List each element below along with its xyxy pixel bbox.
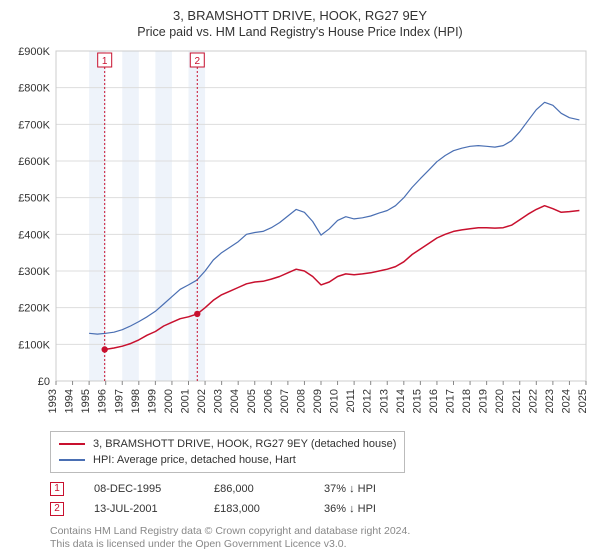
y-tick-label: £300K <box>18 266 50 278</box>
y-tick-label: £100K <box>18 339 50 351</box>
x-tick-label: 1999 <box>146 389 158 413</box>
x-tick-label: 2024 <box>560 389 572 413</box>
event-marker-badge-number: 1 <box>102 56 108 67</box>
event-delta: 36% ↓ HPI <box>324 499 414 519</box>
x-tick-label: 2013 <box>378 389 390 413</box>
event-delta: 37% ↓ HPI <box>324 479 414 499</box>
x-tick-label: 2019 <box>478 389 490 413</box>
x-tick-label: 2001 <box>180 389 192 413</box>
y-tick-label: £900K <box>18 46 50 58</box>
x-tick-label: 1998 <box>130 389 142 413</box>
x-tick-label: 2023 <box>544 389 556 413</box>
chart-container: 3, BRAMSHOTT DRIVE, HOOK, RG27 9EY Price… <box>0 0 600 560</box>
x-tick-label: 2011 <box>345 389 357 413</box>
x-tick-label: 2000 <box>163 389 175 413</box>
x-tick-label: 2025 <box>577 389 588 413</box>
y-tick-label: £700K <box>18 119 50 131</box>
event-date: 08-DEC-1995 <box>94 479 184 499</box>
x-tick-label: 1993 <box>47 389 59 413</box>
y-tick-label: £400K <box>18 229 50 241</box>
y-tick-label: £800K <box>18 83 50 95</box>
y-tick-label: £600K <box>18 156 50 168</box>
footer-note: Contains HM Land Registry data © Crown c… <box>50 525 580 551</box>
y-tick-label: £500K <box>18 193 50 205</box>
y-tick-label: £0 <box>38 376 50 388</box>
x-tick-label: 2017 <box>445 389 457 413</box>
legend-swatch <box>59 459 85 461</box>
x-tick-label: 2015 <box>411 389 423 413</box>
x-tick-label: 2005 <box>246 389 258 413</box>
y-tick-label: £200K <box>18 303 50 315</box>
legend-row: HPI: Average price, detached house, Hart <box>59 452 396 468</box>
event-price: £86,000 <box>214 479 294 499</box>
events-table: 1 08-DEC-1995 £86,000 37% ↓ HPI 2 13-JUL-2001… <box>50 479 588 519</box>
x-tick-label: 1994 <box>64 389 76 413</box>
series-price_paid <box>105 206 580 350</box>
event-badge: 2 <box>50 502 64 516</box>
event-badge: 1 <box>50 482 64 496</box>
x-tick-label: 2004 <box>229 389 241 413</box>
x-tick-label: 2020 <box>494 389 506 413</box>
chart-svg: £0 £100K £200K £300K £400K £500K £600K £700K £80… <box>12 45 588 425</box>
title-line-1: 3, BRAMSHOTT DRIVE, HOOK, RG27 9EY <box>12 8 588 23</box>
x-tick-label: 2003 <box>213 389 225 413</box>
event-price: £183,000 <box>214 499 294 519</box>
x-tick-label: 2016 <box>428 389 440 413</box>
event-row: 2 13-JUL-2001 £183,000 36% ↓ HPI <box>50 499 588 519</box>
x-tick-label: 2002 <box>196 389 208 413</box>
legend-swatch <box>59 443 85 445</box>
x-tick-label: 2010 <box>329 389 341 413</box>
x-tick-label: 1997 <box>113 389 125 413</box>
x-tick-label: 2006 <box>262 389 274 413</box>
legend-box: 3, BRAMSHOTT DRIVE, HOOK, RG27 9EY (deta… <box>50 431 405 473</box>
event-row: 1 08-DEC-1995 £86,000 37% ↓ HPI <box>50 479 588 499</box>
x-tick-label: 2018 <box>461 389 473 413</box>
legend-label: HPI: Average price, detached house, Hart <box>93 452 296 468</box>
legend-row: 3, BRAMSHOTT DRIVE, HOOK, RG27 9EY (deta… <box>59 436 396 452</box>
shade-band <box>155 51 172 381</box>
x-tick-label: 1996 <box>97 389 109 413</box>
event-marker-badge-number: 2 <box>194 56 200 67</box>
x-tick-label: 2012 <box>362 389 374 413</box>
x-tick-label: 1995 <box>80 389 92 413</box>
shade-band <box>122 51 139 381</box>
footer-line-2: This data is licensed under the Open Gov… <box>50 538 580 551</box>
title-block: 3, BRAMSHOTT DRIVE, HOOK, RG27 9EY Price… <box>12 8 588 39</box>
footer-line-1: Contains HM Land Registry data © Crown c… <box>50 525 580 538</box>
x-tick-label: 2007 <box>279 389 291 413</box>
event-date: 13-JUL-2001 <box>94 499 184 519</box>
x-tick-label: 2021 <box>511 389 523 413</box>
event-marker-point <box>194 311 200 317</box>
x-tick-label: 2009 <box>312 389 324 413</box>
chart-area: £0 £100K £200K £300K £400K £500K £600K £700K £80… <box>12 45 588 425</box>
x-tick-label: 2014 <box>395 389 407 413</box>
x-tick-label: 2022 <box>527 389 539 413</box>
x-tick-label: 2008 <box>295 389 307 413</box>
legend-label: 3, BRAMSHOTT DRIVE, HOOK, RG27 9EY (deta… <box>93 436 396 452</box>
event-marker-point <box>101 346 107 352</box>
shade-band <box>89 51 106 381</box>
title-line-2: Price paid vs. HM Land Registry's House … <box>12 25 588 39</box>
